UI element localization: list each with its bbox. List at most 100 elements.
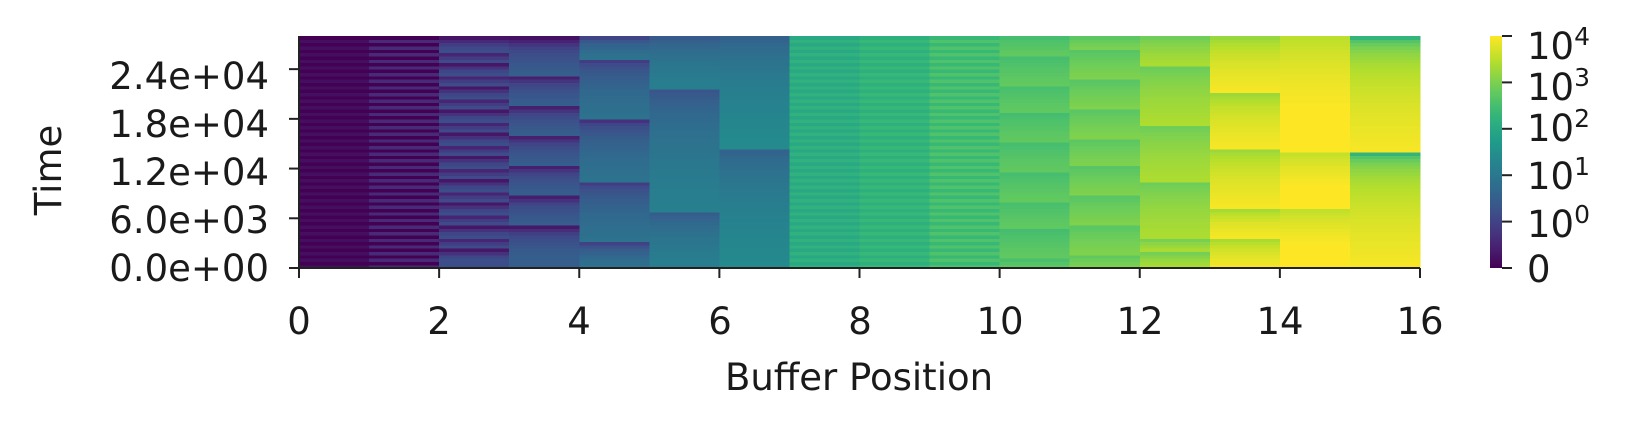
- heatmap-cell: [1279, 241, 1351, 246]
- heatmap-cell: [999, 264, 1071, 269]
- heatmap-cell: [1139, 75, 1211, 80]
- heatmap-cell: [579, 155, 650, 160]
- heatmap-cell: [1349, 75, 1421, 80]
- heatmap-cell: [859, 244, 931, 249]
- heatmap-cell: [999, 55, 1071, 60]
- heatmap-cell: [439, 185, 510, 190]
- heatmap-cell: [299, 108, 370, 113]
- heatmap-cell: [719, 218, 791, 223]
- heatmap-cell: [649, 234, 720, 239]
- heatmap-cell: [1349, 188, 1421, 193]
- heatmap-cell: [789, 218, 861, 223]
- heatmap-cell: [719, 105, 791, 110]
- heatmap-cell: [999, 181, 1071, 186]
- heatmap-cell: [1139, 85, 1211, 90]
- heatmap-cell: [789, 85, 861, 90]
- heatmap-cell: [999, 191, 1071, 196]
- heatmap-cell: [1209, 198, 1281, 203]
- heatmap-cell: [1209, 191, 1281, 196]
- heatmap-cell: [1279, 198, 1351, 203]
- heatmap-cell: [1069, 185, 1141, 190]
- heatmap-cell: [859, 218, 931, 223]
- heatmap-cell: [999, 39, 1071, 44]
- heatmap-cell: [649, 251, 720, 256]
- heatmap-cell: [859, 45, 931, 50]
- heatmap-cell: [1209, 145, 1281, 150]
- heatmap-cell: [579, 205, 650, 209]
- heatmap-cell: [369, 85, 440, 90]
- heatmap-cell: [929, 89, 1001, 93]
- heatmap-cell: [579, 128, 650, 133]
- heatmap-cell: [1279, 251, 1351, 256]
- heatmap-cell: [439, 201, 510, 206]
- heatmap-cell: [1139, 89, 1211, 93]
- heatmap-cell: [1139, 195, 1211, 199]
- heatmap-cell: [1349, 98, 1421, 103]
- heatmap-cell: [719, 89, 791, 93]
- heatmap-cell: [859, 158, 931, 163]
- heatmap-cell: [929, 128, 1001, 133]
- heatmap-cell: [1209, 161, 1281, 166]
- heatmap-cell: [929, 185, 1001, 190]
- heatmap-cell: [369, 52, 440, 57]
- heatmap-cell: [649, 191, 720, 196]
- heatmap-cell: [1209, 112, 1281, 117]
- heatmap-cell: [1069, 171, 1141, 176]
- heatmap-cell: [1279, 36, 1351, 40]
- heatmap-cell: [1279, 248, 1351, 253]
- heatmap-cell: [1209, 238, 1281, 243]
- heatmap-cell: [579, 108, 650, 113]
- heatmap-cell: [649, 228, 720, 233]
- heatmap-cell: [579, 168, 650, 173]
- heatmap-cell: [719, 188, 791, 193]
- heatmap-cell: [579, 165, 650, 170]
- heatmap-cell: [369, 198, 440, 203]
- heatmap-cell: [579, 92, 650, 97]
- heatmap-cell: [1209, 231, 1281, 236]
- heatmap-cell: [1209, 248, 1281, 253]
- heatmap-cell: [579, 102, 650, 107]
- heatmap-cell: [369, 178, 440, 183]
- heatmap-cell: [299, 75, 370, 80]
- heatmap-cell: [719, 92, 791, 97]
- heatmap-cell: [719, 118, 791, 123]
- heatmap-cell: [719, 75, 791, 80]
- heatmap-cell: [1139, 122, 1211, 127]
- heatmap-cell: [299, 175, 370, 180]
- heatmap-cell: [649, 214, 720, 219]
- heatmap-cell: [999, 198, 1071, 203]
- heatmap-cell: [999, 72, 1071, 77]
- heatmap-cell: [1139, 214, 1211, 219]
- heatmap-cell: [1139, 231, 1211, 236]
- x-tick-label: 8: [848, 300, 872, 343]
- heatmap-cell: [1209, 195, 1281, 199]
- heatmap-cell: [649, 231, 720, 236]
- heatmap-cell: [509, 49, 580, 54]
- heatmap-cell: [649, 238, 720, 243]
- heatmap-cell: [1209, 258, 1281, 262]
- heatmap-cell: [719, 234, 791, 239]
- heatmap-cell: [509, 244, 580, 249]
- heatmap-cell: [789, 155, 861, 160]
- heatmap-cell: [439, 36, 510, 40]
- heatmap-cell: [789, 175, 861, 180]
- heatmap-cell: [509, 148, 580, 153]
- heatmap-cell: [859, 248, 931, 253]
- heatmap-cell: [509, 201, 580, 206]
- x-axis-title: Buffer Position: [725, 356, 993, 399]
- heatmap-cell: [509, 52, 580, 57]
- heatmap-cell: [1349, 234, 1421, 239]
- heatmap-cell: [789, 125, 861, 130]
- heatmap-cell: [369, 238, 440, 243]
- heatmap-cell: [299, 234, 370, 239]
- heatmap-cell: [1139, 224, 1211, 229]
- heatmap-cell: [369, 36, 440, 40]
- heatmap-cell: [789, 52, 861, 57]
- heatmap-cell: [649, 224, 720, 229]
- heatmap-cell: [509, 221, 580, 226]
- heatmap-cell: [719, 39, 791, 44]
- heatmap-cell: [789, 135, 861, 140]
- heatmap-cell: [1069, 55, 1141, 60]
- heatmap-cell: [1139, 161, 1211, 166]
- heatmap-cell: [299, 118, 370, 123]
